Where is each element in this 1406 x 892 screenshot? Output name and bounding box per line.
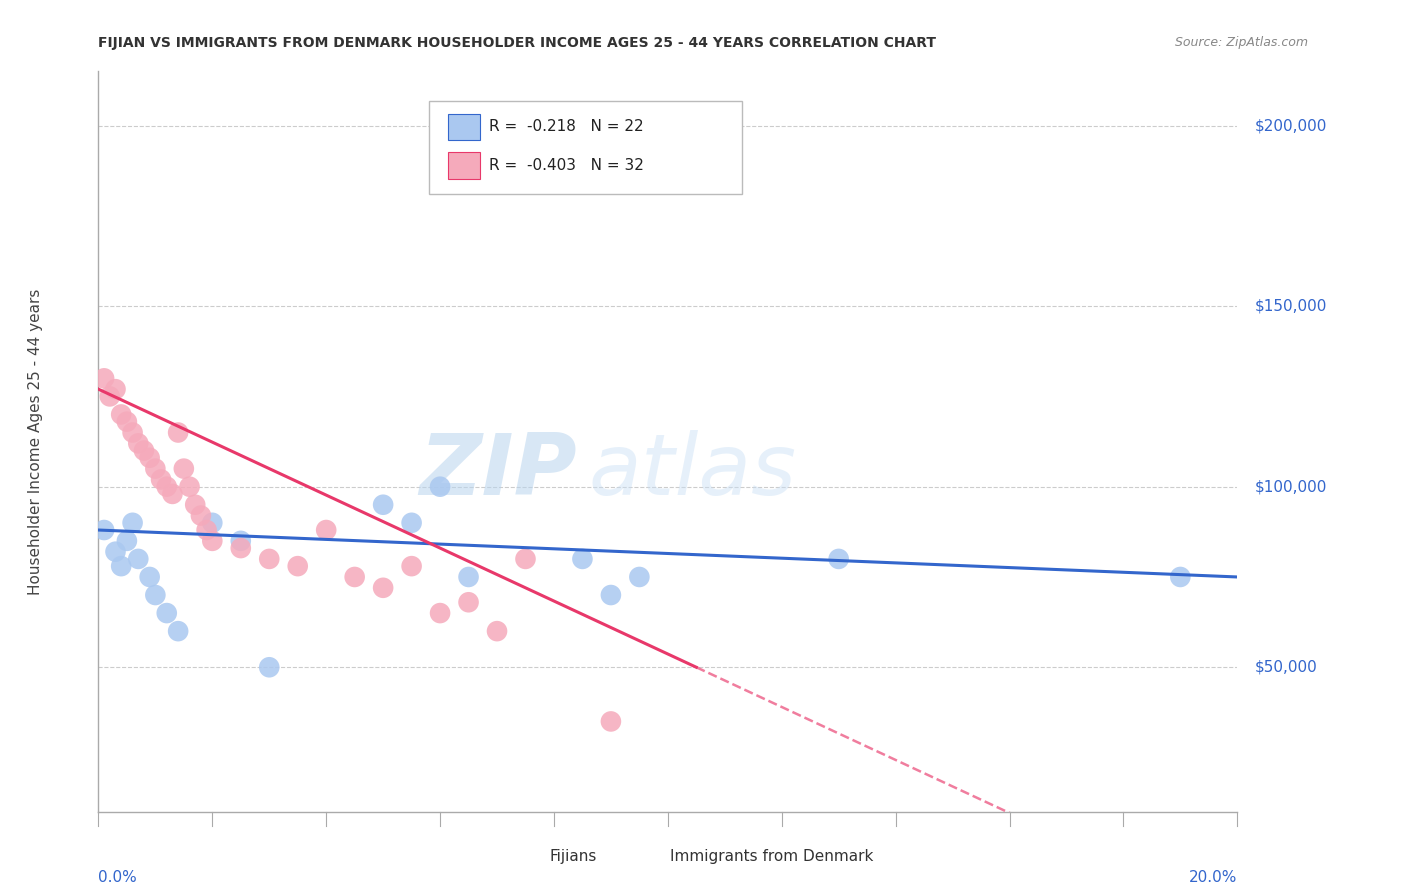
- Point: [110, 408, 132, 422]
- Point: [343, 570, 366, 584]
- Point: [287, 559, 309, 574]
- Point: [145, 461, 167, 475]
- Point: [179, 480, 201, 494]
- Point: [571, 552, 593, 566]
- Point: [429, 480, 451, 494]
- Text: 20.0%: 20.0%: [1189, 870, 1237, 885]
- Point: [145, 588, 167, 602]
- Point: [401, 559, 423, 574]
- Point: [229, 533, 252, 548]
- Point: [600, 714, 623, 729]
- Point: [828, 552, 851, 566]
- Text: Fijians: Fijians: [550, 848, 596, 863]
- Point: [110, 559, 132, 574]
- Point: [115, 533, 138, 548]
- Point: [259, 660, 281, 674]
- Text: R =  -0.218   N = 22: R = -0.218 N = 22: [489, 120, 644, 135]
- Text: atlas: atlas: [588, 430, 796, 513]
- Point: [401, 516, 423, 530]
- Text: $150,000: $150,000: [1254, 299, 1327, 314]
- Point: [156, 606, 179, 620]
- Text: $50,000: $50,000: [1254, 660, 1317, 674]
- FancyBboxPatch shape: [429, 101, 742, 194]
- Point: [628, 570, 651, 584]
- Text: $200,000: $200,000: [1254, 118, 1327, 133]
- Text: R =  -0.403   N = 32: R = -0.403 N = 32: [489, 158, 644, 173]
- Text: Source: ZipAtlas.com: Source: ZipAtlas.com: [1174, 36, 1308, 49]
- Point: [1170, 570, 1192, 584]
- Point: [132, 443, 155, 458]
- Point: [600, 588, 623, 602]
- Bar: [449, 152, 479, 178]
- Point: [138, 570, 160, 584]
- Point: [195, 523, 218, 537]
- Point: [162, 487, 184, 501]
- Point: [98, 389, 121, 403]
- Text: $100,000: $100,000: [1254, 479, 1327, 494]
- Bar: [449, 113, 479, 140]
- Point: [121, 425, 143, 440]
- Point: [150, 473, 173, 487]
- Point: [515, 552, 537, 566]
- Text: Householder Income Ages 25 - 44 years: Householder Income Ages 25 - 44 years: [28, 288, 44, 595]
- Point: [127, 552, 149, 566]
- Point: [201, 516, 224, 530]
- Point: [167, 624, 190, 639]
- Point: [104, 382, 127, 396]
- Point: [115, 415, 138, 429]
- Text: FIJIAN VS IMMIGRANTS FROM DENMARK HOUSEHOLDER INCOME AGES 25 - 44 YEARS CORRELAT: FIJIAN VS IMMIGRANTS FROM DENMARK HOUSEH…: [98, 36, 936, 50]
- Point: [486, 624, 509, 639]
- Point: [167, 425, 190, 440]
- Bar: [520, 845, 546, 867]
- Bar: [640, 845, 665, 867]
- Point: [93, 371, 115, 385]
- Point: [457, 595, 479, 609]
- Point: [121, 516, 143, 530]
- Point: [156, 480, 179, 494]
- Point: [190, 508, 212, 523]
- Point: [201, 533, 224, 548]
- Point: [315, 523, 337, 537]
- Point: [373, 581, 395, 595]
- Point: [229, 541, 252, 555]
- Point: [138, 450, 160, 465]
- Point: [127, 436, 149, 450]
- Text: Immigrants from Denmark: Immigrants from Denmark: [671, 848, 873, 863]
- Point: [373, 498, 395, 512]
- Point: [104, 544, 127, 558]
- Text: 0.0%: 0.0%: [98, 870, 138, 885]
- Point: [184, 498, 207, 512]
- Point: [93, 523, 115, 537]
- Text: ZIP: ZIP: [419, 430, 576, 513]
- Point: [173, 461, 195, 475]
- Point: [429, 606, 451, 620]
- Point: [259, 552, 281, 566]
- Point: [457, 570, 479, 584]
